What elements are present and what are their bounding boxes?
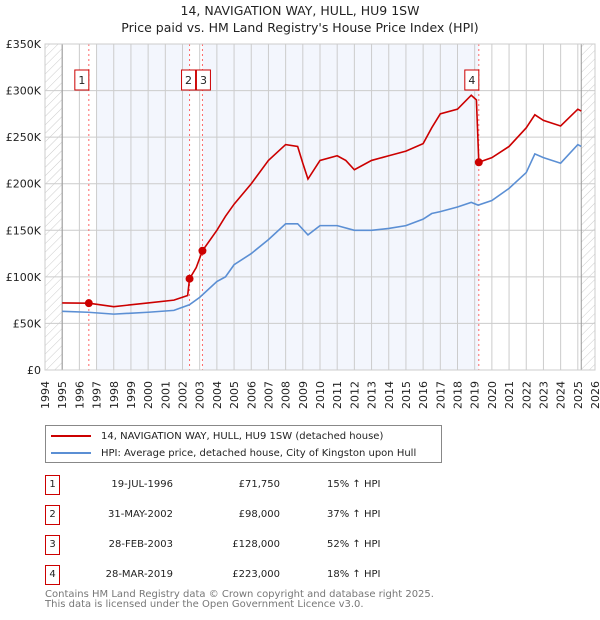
sale-number-badge: 4 [45, 565, 60, 585]
sale-hpi-change: 15% ↑ HPI [327, 479, 381, 490]
sale-number-badge: 3 [45, 535, 60, 555]
shaded-band [202, 44, 479, 370]
sale-label-frame [464, 69, 480, 91]
sale-label-box: 4 [464, 69, 480, 91]
footer-copyright: Contains HM Land Registry data © Crown c… [45, 589, 434, 600]
x-tick-label: 2002 [177, 381, 190, 409]
x-tick-label: 2019 [469, 381, 482, 409]
y-tick-label: £300K [6, 85, 42, 98]
sale-label-frame [195, 69, 211, 91]
x-tick-label: 2015 [400, 381, 413, 409]
x-tick-label: 2011 [331, 381, 344, 409]
hatched-region-left [45, 44, 63, 370]
legend-hpi: HPI: Average price, detached house, City… [101, 447, 417, 459]
x-tick-label: 2000 [142, 381, 155, 409]
footer: Contains HM Land Registry data © Crown c… [45, 590, 434, 610]
legend-swatch-property [51, 435, 91, 437]
table-row: 2 31-MAY-2002 £98,000 37% ↑ HPI [45, 505, 445, 525]
x-tick-label: 2006 [245, 381, 258, 409]
chart-title: 14, NAVIGATION WAY, HULL, HU9 1SW [180, 3, 420, 18]
legend-property: 14, NAVIGATION WAY, HULL, HU9 1SW (detac… [101, 430, 384, 442]
table-row: 3 28-FEB-2003 £128,000 52% ↑ HPI [45, 535, 445, 555]
table-row: 1 19-JUL-1996 £71,750 15% ↑ HPI [45, 475, 445, 495]
sale-point [185, 274, 194, 283]
x-tick-label: 2018 [452, 381, 465, 409]
x-tick-label: 2016 [417, 381, 430, 409]
x-tick-label: 2025 [572, 381, 585, 409]
x-tick-label: 2024 [555, 381, 568, 409]
table-row: 4 28-MAR-2019 £223,000 18% ↑ HPI [45, 565, 445, 585]
sale-label-box: 3 [195, 69, 211, 91]
x-tick-label: 2012 [348, 381, 361, 409]
sale-label-number: 3 [200, 74, 207, 87]
price-chart: 1994 1995 1996 1997 1998 1999 2000 2001 2002 2003… [6, 38, 600, 409]
x-tick-label: 1999 [125, 381, 138, 409]
y-tick-label: £150K [6, 224, 42, 237]
sale-number-badge: 1 [45, 475, 60, 495]
sale-point [474, 158, 483, 167]
legend: 14, NAVIGATION WAY, HULL, HU9 1SW (detac… [45, 425, 442, 463]
hatched-region-right [581, 44, 595, 370]
x-tick-label: 1998 [108, 381, 121, 409]
y-tick-label: £100K [6, 271, 42, 284]
x-tick-label: 2020 [486, 381, 499, 409]
sale-date: 28-MAR-2019 [105, 569, 173, 580]
x-tick-label: 2013 [366, 381, 379, 409]
sale-price: £98,000 [238, 509, 280, 520]
footer-licence: This data is licensed under the Open Gov… [45, 599, 364, 610]
sale-date: 31-MAY-2002 [107, 509, 173, 520]
sale-point [84, 299, 93, 308]
sale-label-number: 4 [468, 74, 475, 87]
sale-label-number: 2 [185, 74, 192, 87]
x-tick-label: 2008 [280, 381, 293, 409]
shaded-band [96, 44, 190, 370]
x-tick-label: 2009 [297, 381, 310, 409]
sale-date: 28-FEB-2003 [108, 539, 173, 550]
y-tick-label: £200K [6, 178, 42, 191]
hpi-line [62, 143, 582, 315]
sale-number-badge: 2 [45, 505, 60, 525]
property-price-line [62, 94, 582, 308]
y-tick-label: £350K [6, 38, 42, 51]
x-tick-label: 1995 [56, 381, 69, 409]
plot-border [44, 43, 596, 371]
sale-price: £128,000 [232, 539, 280, 550]
x-tick-label: 2017 [434, 381, 447, 409]
x-tick-label: 2021 [503, 381, 516, 409]
sale-label-box: 1 [74, 69, 90, 91]
x-tick-label: 2001 [159, 381, 172, 409]
x-tick-label: 1997 [91, 381, 104, 409]
x-tick-label: 2003 [194, 381, 207, 409]
y-tick-label: £50K [13, 317, 42, 330]
x-tick-label: 2007 [262, 381, 275, 409]
x-tick-label: 1996 [73, 381, 86, 409]
sale-label-number: 1 [78, 74, 85, 87]
y-tick-label: £250K [6, 131, 42, 144]
x-tick-label: 1994 [39, 381, 52, 409]
sale-label-frame [74, 69, 90, 91]
sale-label-box: 2 [181, 69, 197, 91]
x-tick-label: 2004 [211, 381, 224, 409]
x-tick-label: 2005 [228, 381, 241, 409]
sale-hpi-change: 18% ↑ HPI [327, 569, 381, 580]
x-tick-label: 2010 [314, 381, 327, 409]
y-tick-label: £0 [27, 364, 41, 377]
x-tick-label: 2022 [520, 381, 533, 409]
legend-swatch-hpi [51, 452, 91, 454]
chart-subtitle: Price paid vs. HM Land Registry's House … [121, 20, 479, 35]
sale-price: £223,000 [232, 569, 280, 580]
sale-date: 19-JUL-1996 [111, 479, 173, 490]
x-tick-label: 2026 [589, 381, 600, 409]
sale-hpi-change: 52% ↑ HPI [327, 539, 381, 550]
sale-point [198, 246, 207, 255]
sale-hpi-change: 37% ↑ HPI [327, 509, 381, 520]
sale-label-frame [181, 69, 197, 91]
x-tick-label: 2014 [383, 381, 396, 409]
x-tick-label: 2023 [537, 381, 550, 409]
sale-price: £71,750 [238, 479, 280, 490]
